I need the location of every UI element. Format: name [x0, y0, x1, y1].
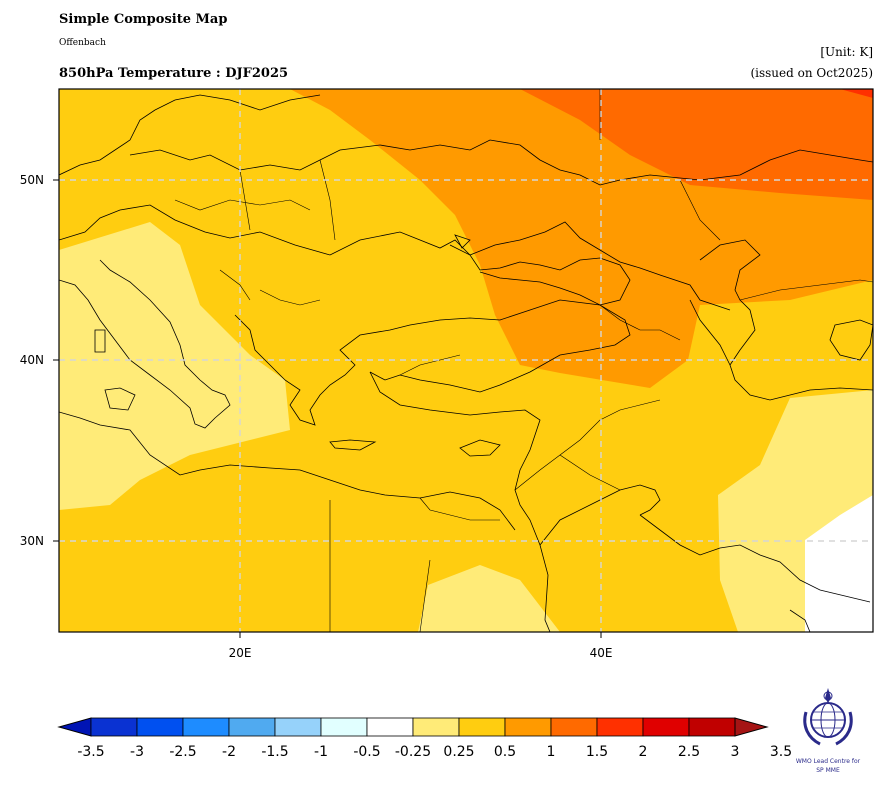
- colorbar-label: -1: [314, 744, 328, 760]
- lat-tick-labels: 50N 40N 30N: [20, 173, 44, 548]
- colorbar-label: -2: [222, 744, 236, 760]
- variable-title: 850hPa Temperature : DJF2025: [59, 66, 289, 81]
- issued-label: (issued on Oct2025): [750, 66, 873, 80]
- lat-tick-50N: 50N: [20, 173, 44, 187]
- colorbar-label: 3: [731, 744, 740, 760]
- gridlines: [59, 89, 873, 632]
- colorbar-segment: [228, 717, 276, 737]
- shade-0.25-0.5-med: [59, 222, 290, 510]
- colorbar-label: -0.5: [353, 744, 380, 760]
- colorbar-label: -3.5: [77, 744, 104, 760]
- colorbar-label: 3.5: [770, 744, 792, 760]
- map-plot-area: [59, 89, 873, 632]
- colorbar-segment: [550, 717, 598, 737]
- colorbar-segment: [458, 717, 506, 737]
- colorbar-segment: [596, 717, 644, 737]
- colorbar-label: -2.5: [169, 744, 196, 760]
- logo-line-2: SP MME: [816, 767, 840, 774]
- unit-label: [Unit: K]: [820, 45, 873, 59]
- lat-tick-40N: 40N: [20, 353, 44, 367]
- colorbar-segment: [412, 717, 460, 737]
- colorbar-segment: [688, 717, 736, 737]
- logo-line-1: WMO Lead Centre for: [796, 758, 861, 765]
- map-title: Simple Composite Map: [59, 12, 228, 27]
- shade-1.5-2: [520, 89, 873, 200]
- colorbar-label: -1.5: [261, 744, 288, 760]
- shade-0.25-0.5-egypt: [418, 565, 560, 632]
- colorbar-label: -0.25: [395, 744, 431, 760]
- colorbar-extend-low: [57, 717, 92, 737]
- colorbar-label: 2.5: [678, 744, 700, 760]
- colorbar-segment: [136, 717, 184, 737]
- colorbar-label: -3: [130, 744, 144, 760]
- colorbar-segment: [320, 717, 368, 737]
- coastlines: [59, 94, 873, 632]
- lat-tick-30N: 30N: [20, 534, 44, 548]
- colorbar-segment: [274, 717, 322, 737]
- colorbar-label: 0.5: [494, 744, 516, 760]
- shade-white-gulf: [805, 495, 873, 632]
- map-subtitle: Offenbach: [59, 38, 106, 48]
- colorbar-segment: [90, 717, 138, 737]
- borders: [174, 89, 873, 632]
- lon-tick-20E: 20E: [229, 646, 252, 660]
- colorbar-label: 1.5: [586, 744, 608, 760]
- wmo-logo: WMO Lead Centre for SP MME: [796, 688, 861, 774]
- colorbar-segment: [366, 717, 414, 737]
- colorbar-segment: [504, 717, 552, 737]
- colorbar: -3.5 -3 -2.5 -2 -1.5 -1 -0.5 -0.25 0.25 0.5 1 1.5 2 2…: [57, 717, 792, 760]
- axis-tick-marks: [53, 179, 602, 638]
- colorbar-segment: [642, 717, 690, 737]
- lon-tick-40E: 40E: [590, 646, 613, 660]
- shade-2-2.5: [840, 89, 873, 98]
- colorbar-segment: [182, 717, 230, 737]
- colorbar-label: 0.25: [443, 744, 474, 760]
- lon-tick-labels: 20E 40E: [229, 646, 613, 660]
- colorbar-label: 1: [547, 744, 556, 760]
- colorbar-label: 2: [639, 744, 648, 760]
- colorbar-extend-high: [734, 717, 769, 737]
- wmo-emblem-icon: [803, 688, 853, 746]
